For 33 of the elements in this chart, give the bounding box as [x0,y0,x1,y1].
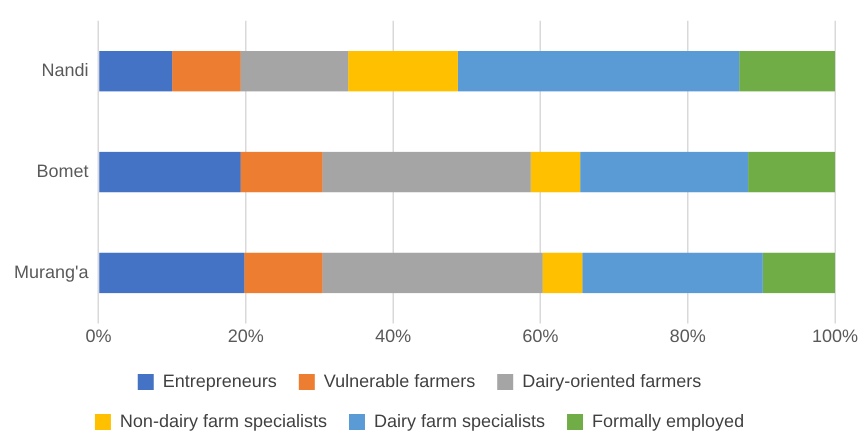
x-tick-label: 40% [375,326,412,346]
bar [348,51,458,92]
legend-label: Dairy farm specialists [374,410,546,431]
bar [322,252,543,294]
legend-label: Vulnerable farmers [324,370,476,391]
bar [582,252,763,294]
y-tick-label: Bomet [36,161,88,182]
legend-label: Entrepreneurs [162,370,277,391]
bar [172,51,241,92]
y-tick-label: Murang'a [14,262,90,282]
bar [244,252,322,294]
bar [99,252,244,294]
bar [322,152,531,192]
bar [240,51,348,92]
bar [580,152,748,192]
y-tick-label: Nandi [41,60,88,80]
legend-label: Dairy-oriented farmers [522,370,702,391]
x-tick-label: 100% [812,326,858,346]
x-tick-label: 0% [85,326,112,346]
x-tick-label: 60% [522,326,558,346]
bar [240,152,322,192]
x-tick-label: 80% [670,326,706,346]
bar [739,51,835,92]
bar [99,152,241,192]
legend-label: Formally employed [592,410,744,431]
bar [542,252,582,294]
bar [458,51,740,92]
bar [530,152,580,192]
bar [762,252,835,294]
legend-label: Non-dairy farm specialists [120,410,327,431]
bar [99,51,172,92]
x-tick-label: 20% [228,326,264,346]
bar [748,152,835,192]
